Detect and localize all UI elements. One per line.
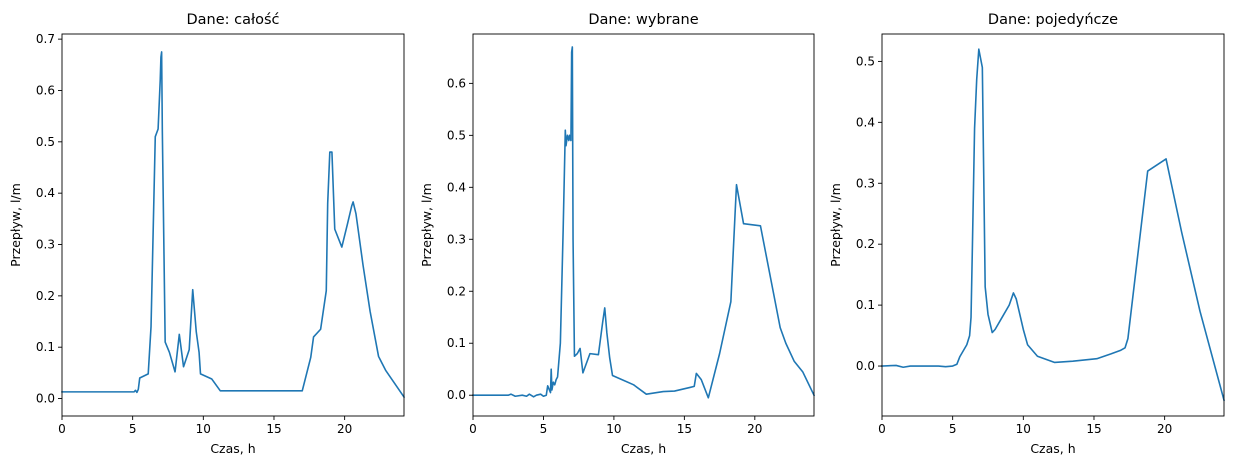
y-tick-label: 0.4: [447, 180, 466, 194]
x-tick-label: 20: [747, 422, 762, 436]
y-axis-label: Przepływ, l/m: [419, 183, 434, 267]
y-tick-label: 0.5: [36, 135, 55, 149]
series-line: [881, 48, 1225, 402]
y-tick-label: 0.3: [856, 176, 875, 190]
x-tick-label: 15: [1086, 422, 1101, 436]
chart-panel-total: 0 5 10 15 20 0.0 0.1 0.2 0.3 0.4 0.5 0.6 0.7 Dane: ca…: [8, 12, 406, 456]
y-tick-label: 0.2: [36, 289, 55, 303]
axes-frame: [472, 33, 815, 417]
axes-frame: [61, 33, 405, 417]
y-tick-label: 0.4: [36, 186, 55, 200]
chart-title: Dane: wybrane: [588, 12, 698, 28]
y-tick-label: 0.7: [36, 32, 55, 46]
y-tick-label: 0.1: [36, 340, 55, 354]
x-axis-label: Czas, h: [621, 441, 666, 456]
x-tick-label: 5: [949, 422, 957, 436]
chart-panel-selected: 0 5 10 15 20 0.0 0.1 0.2 0.3 0.4 0.5 0.6 Dane: wybra…: [419, 12, 816, 456]
x-tick-label: 5: [129, 422, 137, 436]
y-tick-label: 0.5: [447, 128, 466, 142]
axes-frame: [881, 33, 1225, 417]
x-tick-label: 0: [878, 422, 886, 436]
y-axis-label: Przepływ, l/m: [8, 183, 23, 267]
y-tick-label: 0.0: [856, 359, 875, 373]
x-tick-label: 15: [677, 422, 692, 436]
y-tick-label: 0.4: [856, 115, 875, 129]
x-tick-label: 10: [606, 422, 621, 436]
y-tick-label: 0.1: [447, 336, 466, 350]
series-line: [61, 51, 406, 399]
x-tick-label: 0: [469, 422, 477, 436]
x-tick-label: 20: [337, 422, 352, 436]
x-axis-label: Czas, h: [1030, 441, 1075, 456]
y-tick-label: 0.2: [447, 284, 466, 298]
x-tick-label: 0: [58, 422, 66, 436]
y-tick-label: 0.1: [856, 298, 875, 312]
x-tick-label: 10: [1016, 422, 1031, 436]
y-axis-label: Przepływ, l/m: [828, 183, 843, 267]
y-tick-label: 0.6: [36, 83, 55, 97]
chart-panel-single: 0 5 10 15 20 0.0 0.1 0.2 0.3 0.4 0.5 Dane: pojedyńc…: [828, 12, 1225, 456]
x-tick-label: 15: [266, 422, 281, 436]
y-tick-label: 0.6: [447, 76, 466, 90]
y-tick-label: 0.5: [856, 54, 875, 68]
y-tick-label: 0.2: [856, 237, 875, 251]
x-axis-label: Czas, h: [210, 441, 255, 456]
x-tick-label: 10: [196, 422, 211, 436]
y-tick-label: 0.3: [447, 232, 466, 246]
chart-title: Dane: całość: [186, 12, 279, 28]
y-tick-label: 0.3: [36, 238, 55, 252]
chart-title: Dane: pojedyńcze: [988, 12, 1118, 28]
y-tick-label: 0.0: [447, 388, 466, 402]
x-tick-label: 20: [1157, 422, 1172, 436]
y-tick-label: 0.0: [36, 392, 55, 406]
series-line: [472, 46, 816, 399]
x-tick-label: 5: [540, 422, 548, 436]
